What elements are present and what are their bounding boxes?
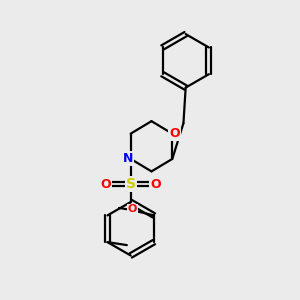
Text: N: N: [123, 152, 134, 165]
Text: O: O: [128, 204, 137, 214]
Text: O: O: [169, 127, 180, 140]
Text: O: O: [101, 178, 111, 191]
Text: O: O: [150, 178, 161, 191]
Text: S: S: [126, 177, 136, 191]
